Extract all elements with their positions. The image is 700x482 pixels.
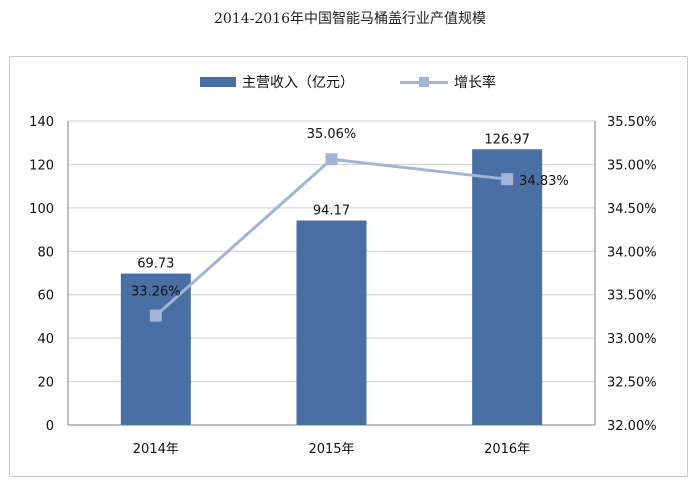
growth-point [325,153,338,166]
chart-title: 2014-2016年中国智能马桶盖行业产值规模 [214,11,486,27]
y-left-tick-label: 40 [37,332,54,347]
growth-point [501,173,514,186]
legend-line-marker [419,77,429,87]
growth-point [149,309,162,322]
y-right-tick-label: 32.00% [607,419,657,434]
y-right-tick-label: 34.50% [607,202,657,217]
growth-value-label: 33.26% [131,285,181,300]
x-tick-label: 2014年 [133,442,179,457]
y-left-tick-label: 120 [29,158,54,173]
legend-bar-label: 主营收入（亿元） [242,75,354,91]
y-right-tick-label: 34.00% [607,245,657,260]
growth-value-label: 34.83% [519,174,569,189]
chart-frame [9,56,688,477]
y-left-tick-label: 20 [37,376,54,391]
y-left-tick-label: 80 [37,245,54,260]
y-right-tick-label: 35.00% [607,158,657,173]
legend: 主营收入（亿元） 增长率 [200,72,496,92]
legend-line-swatch [400,76,448,88]
x-tick-label: 2016年 [484,442,530,457]
y-left-tick-label: 100 [29,202,54,217]
bar-value-label: 69.73 [137,257,174,272]
y-right-tick-label: 35.50% [607,115,657,130]
bar [296,220,367,425]
bar [120,273,191,425]
legend-line-label: 增长率 [454,75,496,91]
bar-value-label: 126.97 [484,132,530,147]
bar-value-label: 94.17 [313,204,350,219]
y-right-tick-label: 33.50% [607,289,657,304]
bar [472,149,543,426]
y-left-tick-label: 0 [46,419,54,434]
y-left-tick-label: 140 [29,115,54,130]
y-left-tick-label: 60 [37,289,54,304]
legend-bar-swatch [200,77,236,87]
y-right-tick-label: 33.00% [607,332,657,347]
growth-value-label: 35.06% [307,127,357,142]
y-right-tick-label: 32.50% [607,376,657,391]
x-tick-label: 2015年 [308,442,354,457]
